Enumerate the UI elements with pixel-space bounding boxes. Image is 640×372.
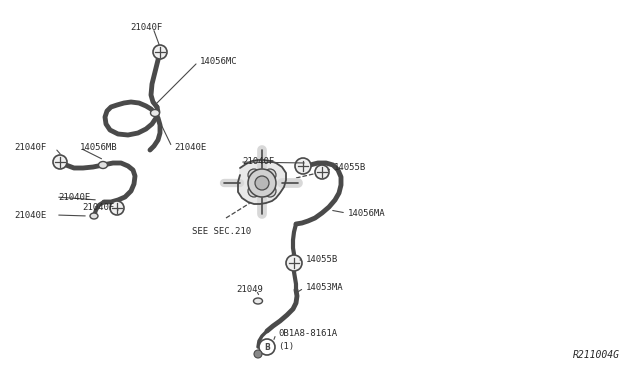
Text: 14055B: 14055B bbox=[306, 256, 339, 264]
Circle shape bbox=[264, 169, 276, 181]
Ellipse shape bbox=[99, 161, 108, 169]
Circle shape bbox=[259, 339, 275, 355]
Circle shape bbox=[295, 158, 311, 174]
Text: 21040F: 21040F bbox=[242, 157, 275, 167]
Circle shape bbox=[264, 185, 276, 197]
Ellipse shape bbox=[90, 213, 98, 219]
Text: 14056MC: 14056MC bbox=[200, 58, 237, 67]
Text: (1): (1) bbox=[278, 343, 294, 352]
Circle shape bbox=[248, 169, 260, 181]
Circle shape bbox=[248, 169, 276, 197]
Circle shape bbox=[315, 165, 329, 179]
Circle shape bbox=[53, 155, 67, 169]
Text: 21049: 21049 bbox=[236, 285, 263, 295]
Text: 21040E: 21040E bbox=[14, 211, 46, 219]
Ellipse shape bbox=[253, 298, 262, 304]
Ellipse shape bbox=[150, 109, 159, 116]
Circle shape bbox=[110, 201, 124, 215]
Text: B: B bbox=[264, 343, 270, 352]
Polygon shape bbox=[238, 160, 286, 204]
Text: R211004G: R211004G bbox=[573, 350, 620, 360]
Text: 14055B: 14055B bbox=[334, 164, 366, 173]
Text: 14056MB: 14056MB bbox=[80, 144, 118, 153]
Circle shape bbox=[286, 255, 302, 271]
Circle shape bbox=[254, 350, 262, 358]
Text: 21040F: 21040F bbox=[130, 23, 163, 32]
Text: 0B1A8-8161A: 0B1A8-8161A bbox=[278, 330, 337, 339]
Text: 14056MA: 14056MA bbox=[348, 208, 386, 218]
Text: 21040F: 21040F bbox=[14, 144, 46, 153]
Text: 21040E: 21040E bbox=[58, 192, 90, 202]
Text: 14053MA: 14053MA bbox=[306, 283, 344, 292]
Circle shape bbox=[255, 176, 269, 190]
Text: SEE SEC.210: SEE SEC.210 bbox=[192, 227, 251, 235]
Text: 21040F: 21040F bbox=[82, 202, 115, 212]
Circle shape bbox=[248, 185, 260, 197]
Circle shape bbox=[153, 45, 167, 59]
Text: 21040E: 21040E bbox=[174, 142, 206, 151]
